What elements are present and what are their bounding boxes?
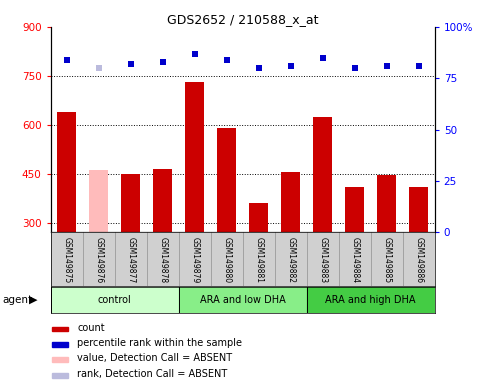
Text: GSM149875: GSM149875 <box>62 237 71 283</box>
Bar <box>52 357 68 362</box>
Bar <box>281 172 300 232</box>
Text: agent: agent <box>2 295 32 305</box>
Bar <box>52 342 68 347</box>
Bar <box>52 326 68 331</box>
Text: count: count <box>77 323 105 333</box>
Bar <box>313 117 332 232</box>
Text: GSM149882: GSM149882 <box>286 237 295 283</box>
Text: GSM149877: GSM149877 <box>126 237 135 283</box>
Text: GSM149880: GSM149880 <box>222 237 231 283</box>
Bar <box>153 169 172 232</box>
Bar <box>52 374 68 378</box>
Bar <box>89 170 108 232</box>
Bar <box>179 287 307 313</box>
Text: ARA and low DHA: ARA and low DHA <box>200 295 285 305</box>
Text: GSM149876: GSM149876 <box>94 237 103 283</box>
Text: percentile rank within the sample: percentile rank within the sample <box>77 338 242 348</box>
Bar <box>409 187 428 232</box>
Bar <box>307 287 435 313</box>
Text: rank, Detection Call = ABSENT: rank, Detection Call = ABSENT <box>77 369 227 379</box>
Title: GDS2652 / 210588_x_at: GDS2652 / 210588_x_at <box>167 13 318 26</box>
Bar <box>185 82 204 232</box>
Bar <box>249 203 269 232</box>
Text: ARA and high DHA: ARA and high DHA <box>326 295 416 305</box>
Text: GSM149885: GSM149885 <box>382 237 391 283</box>
Text: GSM149884: GSM149884 <box>350 237 359 283</box>
Bar <box>57 112 76 232</box>
Bar <box>377 175 397 232</box>
Bar <box>345 187 364 232</box>
Text: ▶: ▶ <box>29 295 38 305</box>
Text: GSM149881: GSM149881 <box>254 237 263 283</box>
Bar <box>51 287 179 313</box>
Text: value, Detection Call = ABSENT: value, Detection Call = ABSENT <box>77 353 233 363</box>
Bar <box>121 174 141 232</box>
Text: GSM149886: GSM149886 <box>414 237 423 283</box>
Bar <box>217 128 236 232</box>
Text: GSM149883: GSM149883 <box>318 237 327 283</box>
Text: GSM149879: GSM149879 <box>190 237 199 283</box>
Text: control: control <box>98 295 131 305</box>
Text: GSM149878: GSM149878 <box>158 237 167 283</box>
